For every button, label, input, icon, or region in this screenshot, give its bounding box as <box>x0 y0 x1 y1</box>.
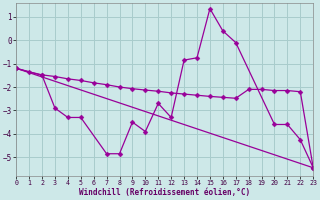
X-axis label: Windchill (Refroidissement éolien,°C): Windchill (Refroidissement éolien,°C) <box>79 188 250 197</box>
